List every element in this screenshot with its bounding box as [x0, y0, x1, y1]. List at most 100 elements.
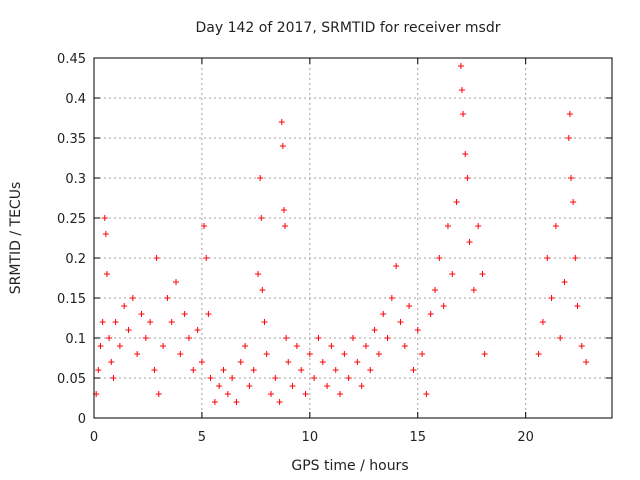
data-point — [470, 287, 477, 293]
data-point — [112, 319, 119, 325]
data-point — [116, 343, 123, 349]
data-point — [423, 391, 430, 397]
data-point — [246, 383, 253, 389]
data-point — [289, 383, 296, 389]
data-point — [345, 375, 352, 381]
data-point — [280, 207, 287, 213]
data-point — [134, 351, 141, 357]
data-point — [201, 223, 208, 229]
y-tick-label: 0.35 — [57, 132, 86, 147]
data-point — [207, 375, 214, 381]
data-point — [311, 375, 318, 381]
data-point — [358, 383, 365, 389]
x-tick-labels: 0 5 10 15 20 — [90, 430, 534, 445]
data-point — [257, 175, 264, 181]
data-point — [106, 335, 113, 341]
data-point — [436, 255, 443, 261]
y-axis-label: SRMTID / TECUs — [8, 182, 24, 295]
data-point — [544, 255, 551, 261]
data-point — [388, 295, 395, 301]
data-point — [315, 335, 322, 341]
data-point — [142, 335, 149, 341]
data-point — [393, 263, 400, 269]
y-tick-label: 0.2 — [65, 252, 86, 267]
data-point — [129, 295, 136, 301]
data-point — [302, 391, 309, 397]
data-point — [367, 367, 374, 373]
data-point — [444, 223, 451, 229]
data-point — [466, 239, 473, 245]
data-point — [237, 359, 244, 365]
data-point — [401, 343, 408, 349]
data-points — [93, 63, 590, 405]
data-point — [583, 359, 590, 365]
data-point — [103, 271, 110, 277]
data-point — [181, 311, 188, 317]
data-point — [97, 343, 104, 349]
data-point — [458, 87, 465, 93]
data-point — [298, 367, 305, 373]
data-point — [211, 399, 218, 405]
data-point — [350, 335, 356, 341]
data-point — [332, 367, 339, 373]
plot-frame — [93, 57, 613, 419]
y-tick-label: 0.1 — [65, 332, 86, 347]
data-point — [561, 279, 568, 285]
data-point — [285, 359, 292, 365]
x-tick-label: 10 — [302, 430, 319, 445]
data-point — [578, 343, 585, 349]
data-point — [185, 335, 192, 341]
x-tick-label: 20 — [517, 430, 534, 445]
data-point — [108, 359, 115, 365]
y-tick-label: 0.4 — [65, 92, 86, 107]
data-point — [255, 271, 262, 277]
data-point — [125, 327, 132, 333]
data-point — [572, 255, 579, 261]
data-point — [479, 271, 486, 277]
data-point — [160, 343, 167, 349]
data-point — [440, 303, 447, 309]
data-point — [410, 367, 417, 373]
data-point — [151, 367, 158, 373]
data-point — [464, 175, 471, 181]
axis-ticks — [93, 57, 612, 419]
data-point — [565, 135, 572, 141]
x-axis-label: GPS time / hours — [291, 458, 408, 474]
data-point — [293, 343, 300, 349]
y-tick-label: 0 — [78, 412, 86, 427]
data-point — [203, 255, 210, 261]
x-tick-label: 5 — [198, 430, 206, 445]
data-point — [95, 367, 102, 373]
data-point — [263, 351, 270, 357]
data-point — [460, 111, 467, 117]
data-point — [328, 343, 335, 349]
y-tick-label: 0.05 — [57, 372, 86, 387]
data-point — [354, 359, 361, 365]
gridlines — [94, 58, 612, 418]
data-point — [397, 319, 404, 325]
y-tick-label: 0.15 — [57, 292, 86, 307]
data-point — [205, 311, 212, 317]
data-point — [449, 271, 456, 277]
data-point — [380, 311, 387, 317]
data-point — [282, 223, 289, 229]
y-tick-labels: 0 0.05 0.1 0.15 0.2 0.25 0.3 0.35 0.4 0.45 — [57, 52, 86, 427]
y-tick-label: 0.3 — [65, 172, 86, 187]
data-point — [177, 351, 184, 357]
data-point — [375, 351, 382, 357]
data-point — [259, 287, 266, 293]
data-point — [427, 311, 434, 317]
data-point — [155, 391, 162, 397]
data-point — [220, 367, 227, 373]
data-point — [419, 351, 426, 357]
data-point — [224, 391, 231, 397]
data-point — [371, 327, 378, 333]
data-point — [276, 399, 283, 405]
data-point — [229, 375, 236, 381]
data-point — [121, 303, 128, 309]
data-point — [194, 327, 201, 333]
chart-title: Day 142 of 2017, SRMTID for receiver msd… — [196, 20, 501, 36]
data-point — [406, 303, 413, 309]
data-point — [198, 359, 205, 365]
